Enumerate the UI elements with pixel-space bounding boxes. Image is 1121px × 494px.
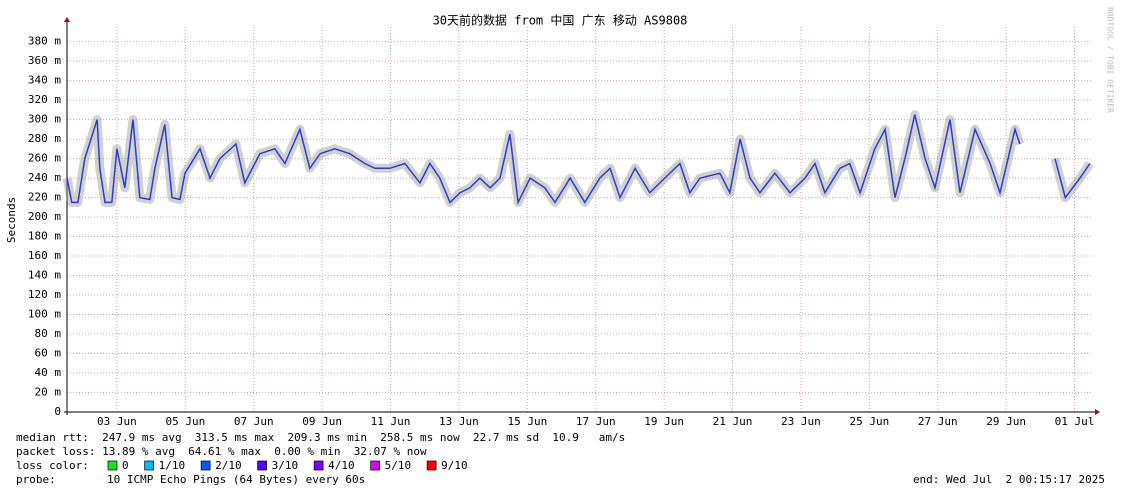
- legend-swatch: [200, 460, 211, 471]
- legend-label: 0: [122, 459, 129, 472]
- x-tick-label: 17 Jun: [576, 415, 616, 428]
- legend-label: 2/10: [215, 459, 242, 472]
- probe: 10 ICMP Echo Pings (64 Bytes) every 60s: [107, 473, 365, 486]
- y-tick-label: 120 m: [28, 288, 61, 301]
- y-tick-label: 300 m: [28, 113, 61, 126]
- chart-title: 30天前的数据 from 中国 广东 移动 AS9808: [433, 13, 688, 28]
- y-tick-label: 340 m: [28, 74, 61, 87]
- y-tick-label: 0: [54, 405, 61, 418]
- x-tick-label: 05 Jun: [165, 415, 205, 428]
- x-tick-label: 21 Jun: [713, 415, 753, 428]
- legend-swatch: [144, 460, 154, 471]
- y-tick-label: 260 m: [28, 152, 61, 165]
- y-tick-label: 40 m: [35, 366, 62, 379]
- legend-swatch: [107, 460, 118, 471]
- stats-line: packet loss: 13.89 % avg 64.61 % max 0.0…: [16, 445, 427, 458]
- y-tick-label: 100 m: [28, 308, 61, 321]
- y-tick-label: 140 m: [28, 269, 61, 282]
- x-tick-label: 07 Jun: [234, 415, 274, 428]
- x-tick-label: 15 Jun: [507, 415, 547, 428]
- stats-line: median rtt: 247.9 ms avg 313.5 ms max 20…: [16, 431, 625, 444]
- x-tick-label: 27 Jun: [918, 415, 958, 428]
- y-tick-label: 220 m: [28, 191, 61, 204]
- legend-swatch: [313, 460, 324, 471]
- y-tick-label: 60 m: [35, 347, 62, 360]
- x-tick-label: 29 Jun: [986, 415, 1026, 428]
- y-tick-label: 160 m: [28, 249, 61, 262]
- axis-arrow: [1095, 409, 1100, 415]
- y-tick-label: 380 m: [28, 35, 61, 48]
- x-tick-label: 03 Jun: [97, 415, 137, 428]
- y-tick-label: 180 m: [28, 230, 61, 243]
- x-tick-label: 01 Jul: [1055, 415, 1095, 428]
- axis-arrow: [64, 17, 70, 22]
- y-tick-label: 200 m: [28, 210, 61, 223]
- y-tick-label: 320 m: [28, 93, 61, 106]
- x-tick-label: 13 Jun: [439, 415, 479, 428]
- probe-label: probe:: [16, 473, 56, 486]
- legend-label: 5/10: [385, 459, 412, 472]
- legend-label: 1/10: [159, 459, 186, 472]
- legend-label: 9/10: [441, 459, 468, 472]
- y-tick-label: 80 m: [35, 327, 62, 340]
- median-line: [66, 114, 1091, 205]
- loss-label: loss color:: [16, 459, 89, 472]
- legend-label: 3/10: [272, 459, 299, 472]
- y-tick-label: 360 m: [28, 54, 61, 67]
- end-time: end: Wed Jul 2 00:15:17 2025: [913, 473, 1105, 486]
- legend-swatch: [370, 460, 380, 471]
- legend-label: 4/10: [328, 459, 355, 472]
- y-tick-label: 20 m: [35, 386, 62, 399]
- y-tick-label: 280 m: [28, 132, 61, 145]
- x-tick-label: 19 Jun: [644, 415, 684, 428]
- legend-swatch: [257, 460, 267, 471]
- watermark: RRDTOOL / TOBI OETIKER: [1106, 7, 1115, 113]
- y-axis-label: Seconds: [5, 197, 18, 243]
- legend-swatch: [426, 460, 437, 471]
- x-tick-label: 25 Jun: [849, 415, 889, 428]
- x-tick-label: 23 Jun: [781, 415, 821, 428]
- x-tick-label: 11 Jun: [371, 415, 411, 428]
- y-tick-label: 240 m: [28, 171, 61, 184]
- x-tick-label: 09 Jun: [302, 415, 342, 428]
